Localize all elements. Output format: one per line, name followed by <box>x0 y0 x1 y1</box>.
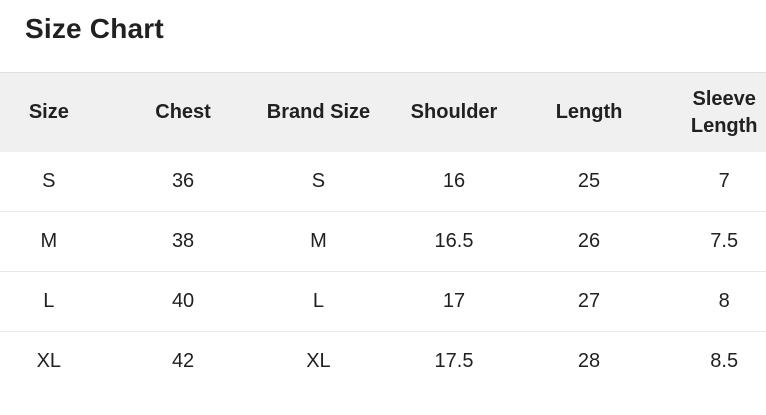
table-row-l: L 40 L 17 27 8 <box>0 271 766 332</box>
cell-length: 27 <box>521 271 657 332</box>
table-row-s: S 36 S 16 25 7 <box>0 152 766 212</box>
cell-length: 28 <box>577 350 601 372</box>
column-header-size: Size <box>0 72 116 152</box>
cell-length: 26 <box>521 211 657 272</box>
cell-shoulder: 16 <box>386 152 522 212</box>
table-header: Size Chest Brand Size Shoulder Length Sleeve … <box>0 72 766 152</box>
cell-shoulder: 17 <box>386 271 522 332</box>
cell-brand-size: M <box>250 211 387 272</box>
cell-sleeve-length: 7.5 <box>656 211 766 272</box>
column-header-brand-size: Brand Size <box>250 72 387 152</box>
cell-chest: 42 <box>171 350 195 372</box>
cell-sleeve-length: 8 <box>656 271 766 332</box>
cell-chest: 38 <box>115 211 251 272</box>
cell-chest: 40 <box>115 271 251 332</box>
cell-shoulder: 17.5 <box>434 350 474 372</box>
cell-size: L <box>0 271 116 332</box>
column-header-sleeve-length: Sleeve Length <box>656 72 766 152</box>
column-header-length: Length <box>521 72 657 152</box>
cell-chest: 36 <box>115 152 251 212</box>
table-row-m: M 38 M 16.5 26 7.5 <box>0 211 766 272</box>
cell-size: M <box>0 211 116 272</box>
cell-sleeve-length: 8.5 <box>710 350 739 372</box>
cell-size: S <box>0 152 116 212</box>
cell-sleeve-length: 7 <box>656 152 766 212</box>
size-chart-section: Size Chart Size Chest Brand Size Shoulder Le… <box>0 13 766 391</box>
cell-brand-size: L <box>250 271 387 332</box>
cell-brand-size: XL <box>306 350 331 372</box>
table-body: S 36 S 16 25 7 M 38 M 16.5 26 7.5 L 40 L 17 27 8 XL 42 XL 17.… <box>0 152 766 391</box>
size-chart-table: Size Chest Brand Size Shoulder Length Sleeve … <box>0 72 766 391</box>
cell-length: 25 <box>521 152 657 212</box>
column-header-shoulder: Shoulder <box>386 72 522 152</box>
cell-shoulder: 16.5 <box>386 211 522 272</box>
page-title: Size Chart <box>25 13 164 44</box>
header-row: Size Chest Brand Size Shoulder Length Sleeve … <box>0 72 766 152</box>
column-header-chest: Chest <box>115 72 251 152</box>
table-row-xl: XL 42 XL 17.5 28 8.5 <box>0 332 766 392</box>
cell-size: XL <box>36 350 62 372</box>
cell-brand-size: S <box>250 152 387 212</box>
